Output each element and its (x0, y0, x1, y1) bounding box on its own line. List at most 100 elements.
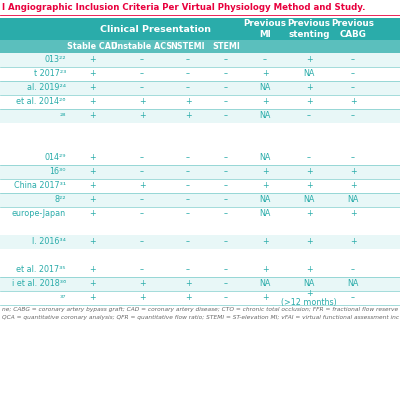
Text: China 2017³¹: China 2017³¹ (14, 182, 66, 190)
Text: +: + (89, 196, 95, 204)
Bar (0, 221, 400, 235)
Text: +: + (350, 210, 356, 218)
Text: –: – (224, 196, 228, 204)
Text: –: – (224, 294, 228, 302)
Text: 8²²: 8²² (54, 196, 66, 204)
Text: –: – (351, 154, 355, 162)
Text: –: – (186, 168, 190, 176)
Bar (0, 81, 400, 95)
Text: +: + (185, 294, 191, 302)
Text: Unstable ACS: Unstable ACS (112, 42, 172, 51)
Text: +: + (185, 280, 191, 288)
Text: –: – (224, 238, 228, 246)
Text: 16³⁰: 16³⁰ (50, 168, 66, 176)
Bar (0, 165, 400, 179)
Text: +: + (89, 154, 95, 162)
Bar (0, 53, 400, 67)
Text: 013²²: 013²² (44, 56, 66, 64)
Text: –: – (351, 70, 355, 78)
Text: +: + (306, 84, 312, 92)
Text: –: – (140, 154, 144, 162)
Bar (0, 179, 400, 193)
Text: NA: NA (259, 196, 271, 204)
Text: +: + (350, 182, 356, 190)
Bar (0, 40, 400, 53)
Text: europe-Japan: europe-Japan (12, 210, 66, 218)
Text: NA: NA (303, 196, 315, 204)
Text: +: + (350, 238, 356, 246)
Bar (0, 291, 400, 305)
Text: –: – (224, 112, 228, 120)
Text: Clinical Presentation: Clinical Presentation (100, 24, 212, 34)
Bar (0, 235, 400, 249)
Text: l. 2016³⁴: l. 2016³⁴ (32, 238, 66, 246)
Text: –: – (140, 56, 144, 64)
Text: –: – (351, 266, 355, 274)
Text: –: – (140, 266, 144, 274)
Text: +: + (262, 294, 268, 302)
Text: +: + (89, 210, 95, 218)
Text: ²⁸: ²⁸ (60, 112, 66, 120)
Text: NA: NA (303, 280, 315, 288)
Text: –: – (307, 112, 311, 120)
Bar (0, 263, 400, 277)
Text: –: – (224, 280, 228, 288)
Text: NA: NA (347, 196, 359, 204)
Text: –: – (186, 210, 190, 218)
Text: NA: NA (259, 210, 271, 218)
Text: –: – (140, 238, 144, 246)
Text: –: – (140, 210, 144, 218)
Text: +: + (262, 168, 268, 176)
Text: NA: NA (259, 154, 271, 162)
Text: Previous
stenting: Previous stenting (288, 20, 330, 38)
Text: –: – (140, 70, 144, 78)
Text: +: + (139, 280, 145, 288)
Text: –: – (224, 84, 228, 92)
Text: –: – (140, 84, 144, 92)
Text: –: – (224, 154, 228, 162)
Bar (0, 151, 400, 165)
Text: et al. 2014²⁶: et al. 2014²⁶ (16, 98, 66, 106)
Text: Previous
CABG: Previous CABG (332, 20, 374, 38)
Text: +: + (89, 280, 95, 288)
Bar (0, 137, 400, 151)
Bar (0, 109, 400, 123)
Text: –: – (224, 182, 228, 190)
Text: +: + (89, 266, 95, 274)
Text: STEMI: STEMI (212, 42, 240, 51)
Text: –: – (186, 266, 190, 274)
Text: et al. 2017³⁵: et al. 2017³⁵ (16, 266, 66, 274)
Text: ³⁷: ³⁷ (60, 294, 66, 302)
Text: –: – (351, 84, 355, 92)
Text: l Angiographic Inclusion Criteria Per Virtual Physiology Method and Study.: l Angiographic Inclusion Criteria Per Vi… (2, 3, 366, 12)
Text: +: + (89, 98, 95, 106)
Text: NA: NA (303, 70, 315, 78)
Bar (0, 277, 400, 291)
Bar (0, 207, 400, 221)
Text: –: – (351, 294, 355, 302)
Text: NA: NA (347, 280, 359, 288)
Bar (0, 123, 400, 137)
Text: Previous
MI: Previous MI (244, 20, 286, 38)
Text: +: + (306, 182, 312, 190)
Bar (0, 95, 400, 109)
Text: +: + (89, 294, 95, 302)
Text: –: – (140, 196, 144, 204)
Text: al. 2019²⁴: al. 2019²⁴ (27, 84, 66, 92)
Text: +: + (350, 168, 356, 176)
Text: –: – (186, 154, 190, 162)
Text: 014²⁹: 014²⁹ (44, 154, 66, 162)
Text: NA: NA (259, 112, 271, 120)
Text: –: – (140, 168, 144, 176)
Text: +: + (185, 112, 191, 120)
Text: i et al. 2018³⁶: i et al. 2018³⁶ (12, 280, 66, 288)
Text: +: + (139, 112, 145, 120)
Text: +: + (139, 294, 145, 302)
Text: +: + (89, 238, 95, 246)
Text: +: + (89, 56, 95, 64)
Bar (0, 193, 400, 207)
Text: +: + (262, 266, 268, 274)
Text: Stable CAD: Stable CAD (67, 42, 117, 51)
Text: +: + (262, 98, 268, 106)
Text: –: – (186, 70, 190, 78)
